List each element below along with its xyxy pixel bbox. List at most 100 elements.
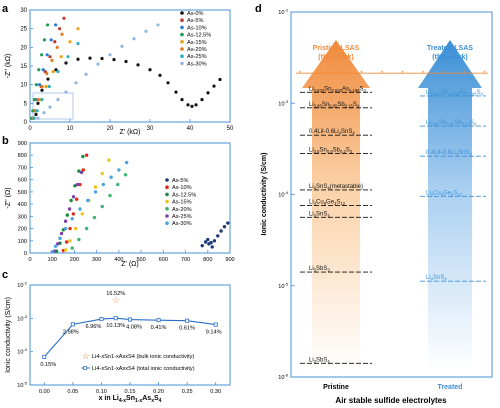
panel-a-zoom-box <box>32 92 74 120</box>
data-point <box>113 316 118 321</box>
legend-square-marker <box>83 366 87 370</box>
entry-label: Li3SbS4 <box>309 357 330 364</box>
data-point <box>206 237 210 242</box>
data-point <box>112 58 116 62</box>
data-point <box>66 55 70 59</box>
data-point <box>68 239 72 243</box>
entry-label: Li3.833Sn0.833As0.166S4 <box>309 86 367 93</box>
y-tick-label: 20 <box>20 45 27 51</box>
data-point <box>34 112 38 117</box>
panel-b-ylabel: -Z'' (Ω) <box>5 187 12 208</box>
legend-star-icon: ☆ <box>82 351 90 361</box>
entry-label: Li4SnS4(metastable) <box>309 184 363 191</box>
data-point <box>60 32 64 36</box>
data-point <box>216 234 220 238</box>
entry-label: 0.4LiI-0.6Li4SnS4 <box>426 150 472 157</box>
x-tick-label: 0.05 <box>67 389 78 395</box>
x-tick-label: 600 <box>159 257 168 263</box>
category-treated: Treated <box>438 384 463 391</box>
entry-label: Li4SnS4 <box>426 275 447 282</box>
star-marker: * <box>299 71 302 78</box>
data-point <box>73 226 78 231</box>
legend-marker <box>180 47 184 51</box>
entry-label: Li4SnS4 <box>309 211 330 218</box>
data-point <box>100 171 104 176</box>
panel-a-chart: 0 10 20 30 40 50 0 5 10 15 20 25 30 As-0%As-5%As-10%… <box>5 8 234 136</box>
data-point <box>219 229 223 233</box>
treated-arrow <box>418 40 482 370</box>
data-point <box>47 84 51 89</box>
x-tick-label: 10 <box>67 126 74 132</box>
data-point <box>101 182 106 187</box>
data-point <box>222 225 227 229</box>
data-point <box>53 244 58 248</box>
data-point <box>200 98 204 102</box>
legend-entry: As-10% <box>187 25 207 31</box>
star-marker: * <box>463 71 466 78</box>
legend-entry: As-15% <box>172 200 192 206</box>
x-tick-label: 0 <box>28 257 31 263</box>
data-point <box>68 226 72 231</box>
data-point <box>31 109 35 113</box>
panel-label-d: d <box>255 3 262 15</box>
data-point <box>108 193 112 198</box>
treated-arrow-subtitle: (this work) <box>432 54 467 61</box>
data-point <box>56 242 60 246</box>
panel-c-chart: 0.00 0.05 0.10 0.15 0.20 0.25 0.30 10-5 10-4 10-3… <box>5 281 231 404</box>
legend-marker <box>165 178 169 182</box>
data-point <box>100 204 104 209</box>
entry-label: Li4Cu8Ge3S12 <box>426 190 463 197</box>
legend-marker <box>180 32 184 37</box>
star-marker: * <box>422 71 425 78</box>
data-point <box>40 98 44 102</box>
legend-marker <box>165 221 169 225</box>
x-tick-label: 0.25 <box>182 389 193 395</box>
data-point <box>67 207 72 211</box>
data-point <box>86 198 90 203</box>
y-tick-label: 200 <box>18 227 27 233</box>
data-point <box>84 72 88 76</box>
data-point <box>116 182 120 187</box>
data-point <box>34 83 39 87</box>
data-point <box>79 170 84 175</box>
legend-entry: As-5% <box>172 178 189 184</box>
panel-c-ylabel: Ionic conductivity (S/cm) <box>5 297 12 373</box>
data-point <box>32 98 37 102</box>
legend-marker <box>180 18 184 23</box>
data-point <box>58 27 62 31</box>
category-pristine: Pristine <box>323 384 349 391</box>
data-point <box>40 84 44 89</box>
data-point <box>76 42 80 46</box>
legend-entry: As-25% <box>187 54 207 60</box>
data-point <box>58 236 62 241</box>
legend-entry: As-15% <box>187 40 207 46</box>
y-tick-label: 900 <box>18 141 27 147</box>
y-tick-label: 600 <box>18 178 27 184</box>
data-point <box>144 29 148 33</box>
legend-marker <box>165 185 169 189</box>
y-tick-label: 800 <box>18 153 27 159</box>
data-point <box>35 109 39 113</box>
legend-entry: As-0% <box>187 11 204 17</box>
treated-arrow-title: Treated-LSAS <box>427 45 473 52</box>
data-point <box>156 23 160 27</box>
data-point <box>63 248 68 252</box>
data-point <box>64 240 69 244</box>
x-tick-label: 800 <box>203 257 212 263</box>
data-point <box>37 68 41 72</box>
data-point <box>63 219 68 223</box>
data-point <box>64 90 68 94</box>
data-label: 10.13% <box>106 323 125 329</box>
panel-label-c: c <box>2 269 8 281</box>
data-point <box>68 40 72 44</box>
data-point <box>206 91 210 95</box>
data-point <box>50 58 54 63</box>
y-tick-label: 10 <box>20 83 27 89</box>
panel-label-b: b <box>2 135 9 147</box>
pristine-arrow-title: Pristine-LSAS <box>313 45 360 52</box>
data-point <box>84 226 89 231</box>
y-tick-label: 500 <box>18 190 27 196</box>
data-point <box>50 250 54 254</box>
bulk-star-marker: ☆ <box>112 295 120 305</box>
data-point <box>36 98 40 102</box>
